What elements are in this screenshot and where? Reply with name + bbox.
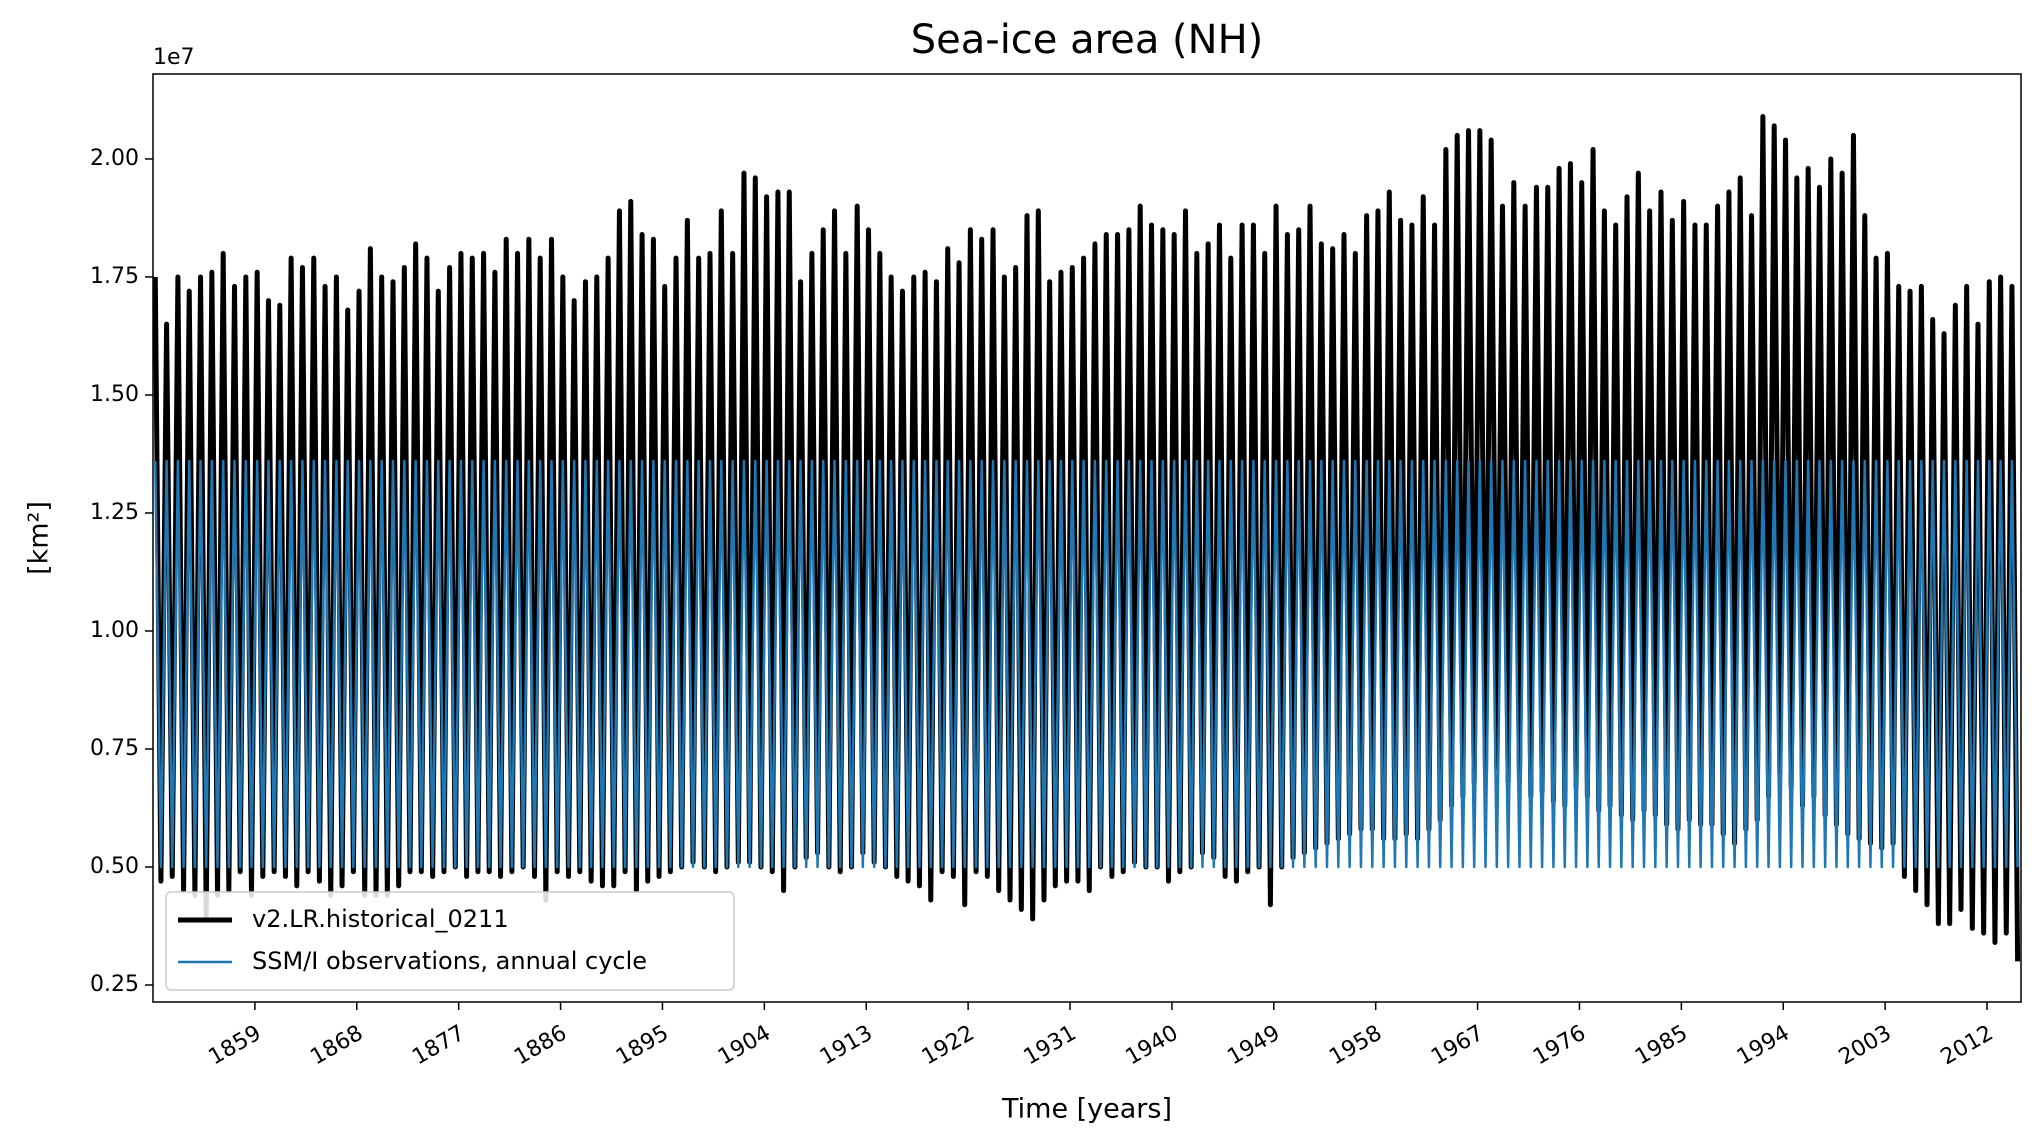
x-tick-label: 1886 <box>510 1021 571 1071</box>
legend-label: SSM/I observations, annual cycle <box>252 947 647 975</box>
y-tick-label: 1.50 <box>90 382 139 407</box>
x-tick-label: 2012 <box>1937 1021 1998 1071</box>
series-line <box>154 459 2019 869</box>
x-tick-label: 1940 <box>1122 1021 1183 1071</box>
x-tick-label: 1994 <box>1733 1021 1794 1071</box>
y-tick-label: 1.75 <box>90 264 139 289</box>
legend-box <box>165 891 735 991</box>
x-tick-label: 1904 <box>714 1021 775 1071</box>
plot-frame <box>152 73 2022 1003</box>
y-offset-label: 1e7 <box>153 45 195 70</box>
chart-title: Sea-ice area (NH) <box>911 17 1264 63</box>
x-tick-label: 1949 <box>1223 1021 1284 1071</box>
x-tick-label: 1877 <box>408 1021 469 1071</box>
x-tick-label: 1913 <box>816 1021 877 1071</box>
plot-area <box>153 113 2021 962</box>
x-tick-label: 1976 <box>1529 1021 1590 1071</box>
legend-label: v2.LR.historical_0211 <box>252 905 509 933</box>
x-tick-label: 1967 <box>1427 1021 1488 1071</box>
x-axis-label: Time [years] <box>1001 1094 1172 1125</box>
y-tick-label: 2.00 <box>90 146 139 171</box>
x-tick-label: 1922 <box>918 1021 979 1071</box>
x-tick-label: 1958 <box>1325 1021 1386 1071</box>
y-tick-label: 0.50 <box>90 854 139 879</box>
y-tick-label: 1.25 <box>90 500 139 525</box>
y-tick-label: 0.25 <box>90 972 139 997</box>
y-tick-label: 1.00 <box>90 618 139 643</box>
x-tick-label: 1931 <box>1020 1021 1081 1071</box>
x-tick-label: 1895 <box>612 1021 673 1071</box>
x-tick-label: 1985 <box>1631 1021 1692 1071</box>
x-tick-label: 2003 <box>1835 1021 1896 1071</box>
y-axis-label: [km²] <box>24 501 55 575</box>
legend: v2.LR.historical_0211 SSM/I observations,… <box>165 891 735 991</box>
y-tick-label: 0.75 <box>90 736 139 761</box>
x-tick-label: 1868 <box>306 1021 367 1071</box>
x-tick-label: 1859 <box>204 1021 265 1071</box>
